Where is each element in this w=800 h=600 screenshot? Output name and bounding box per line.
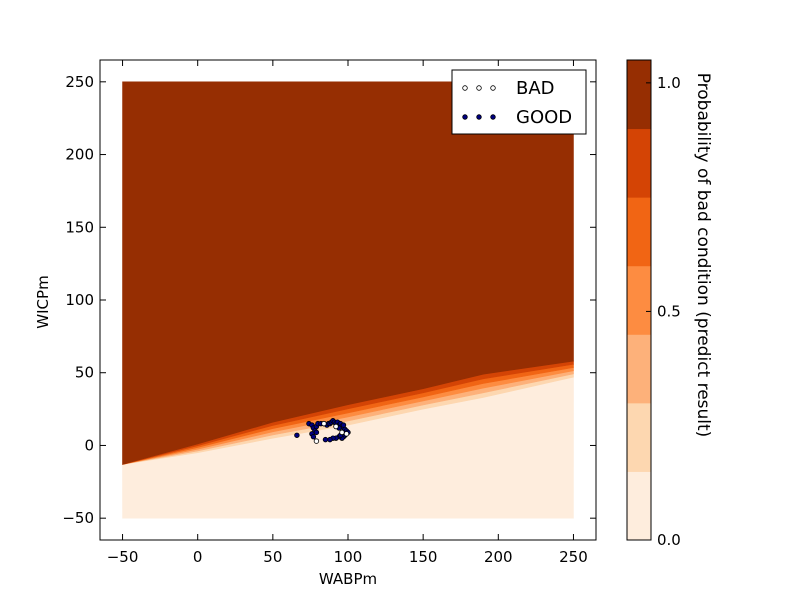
legend-marker-bad xyxy=(476,85,482,91)
point-good xyxy=(322,436,329,443)
colorbar-segment-6 xyxy=(627,60,651,130)
legend: BAD GOOD xyxy=(451,69,587,135)
x-tick-label: −50 xyxy=(107,548,139,566)
y-axis-ticks: −50 0 50 100 150 200 250 xyxy=(62,73,596,527)
y-tick-label: 50 xyxy=(75,364,94,382)
colorbar-segment-5 xyxy=(627,128,651,198)
legend-box xyxy=(451,69,587,135)
colorbar-segment-1 xyxy=(627,402,651,472)
colorbar-segment-4 xyxy=(627,197,651,267)
x-tick-label: 150 xyxy=(409,548,438,566)
point-bad xyxy=(321,420,327,427)
point-bad xyxy=(313,438,320,444)
point-good xyxy=(327,436,333,443)
colorbar-segment-0 xyxy=(627,471,651,541)
y-tick-label: 250 xyxy=(65,73,94,91)
point-good xyxy=(313,429,320,436)
colorbar-tick-label: 1.0 xyxy=(657,74,681,92)
contour-band-6 xyxy=(122,81,574,465)
y-tick-label: 150 xyxy=(65,218,94,236)
x-tick-label: 250 xyxy=(559,548,588,566)
legend-marker-good xyxy=(462,114,468,120)
legend-label-good: GOOD xyxy=(516,107,572,128)
colorbar-tick-label: 0.5 xyxy=(657,302,681,320)
x-tick-label: 200 xyxy=(484,548,513,566)
y-axis-label: WICPm xyxy=(34,275,52,328)
colorbar: 0.0 0.5 1.0 xyxy=(626,59,681,549)
colorbar-segment-3 xyxy=(627,265,651,335)
legend-label-bad: BAD xyxy=(516,78,555,99)
legend-marker-bad xyxy=(462,85,468,91)
point-good xyxy=(310,434,317,440)
x-tick-label: 50 xyxy=(263,548,282,566)
y-tick-label: 0 xyxy=(84,436,94,454)
point-bad xyxy=(339,429,345,436)
legend-marker-bad xyxy=(490,85,496,91)
colorbar-label: Probability of bad condition (predict re… xyxy=(693,73,713,438)
legend-marker-good xyxy=(476,114,482,120)
y-tick-label: 100 xyxy=(65,291,94,309)
point-good xyxy=(340,422,347,428)
legend-marker-good xyxy=(490,114,496,120)
probability-contours xyxy=(122,81,574,519)
colorbar-frame xyxy=(626,59,652,541)
x-tick-label: 0 xyxy=(193,548,203,566)
x-tick-label: 100 xyxy=(334,548,363,566)
point-good xyxy=(294,432,300,438)
scatter-points xyxy=(294,418,351,444)
colorbar-segment-2 xyxy=(627,334,651,404)
point-bad xyxy=(343,431,350,437)
x-axis-ticks: −50 0 50 100 150 200 250 xyxy=(107,60,588,566)
colorbar-tick-label: 0.0 xyxy=(657,531,681,549)
x-axis-label: WABPm xyxy=(319,570,377,588)
y-tick-label: 200 xyxy=(65,146,94,164)
point-bad xyxy=(333,423,339,430)
y-tick-label: −50 xyxy=(62,509,94,527)
